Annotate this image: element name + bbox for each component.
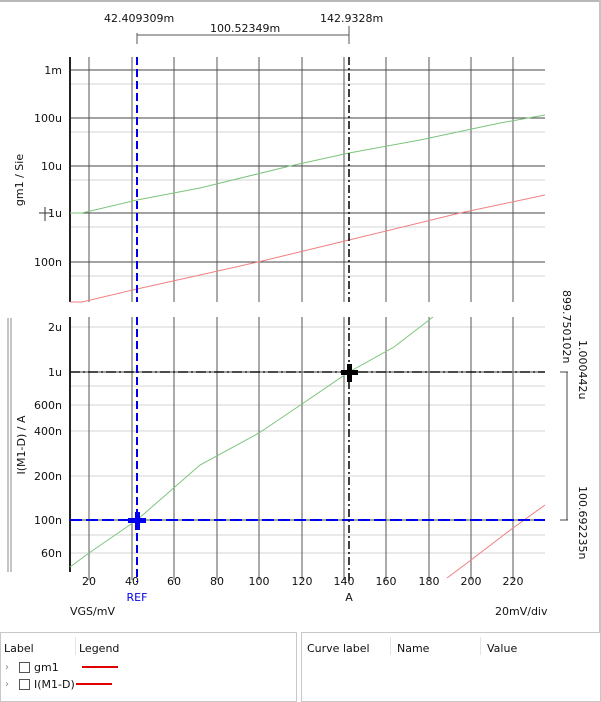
- value-column-header[interactable]: Value: [487, 642, 518, 655]
- bottom-plot-area[interactable]: 1.000442u 100.692235n 899.750102n 2u 1u …: [7, 290, 589, 582]
- ref-y-value: 100.692235n: [576, 486, 589, 559]
- curve-label-column-header[interactable]: Curve label: [307, 642, 370, 655]
- x-tick: 80: [210, 575, 224, 588]
- x-axis-label: VGS/mV: [70, 605, 115, 618]
- x-tick: 200: [461, 575, 482, 588]
- id-green-trace[interactable]: [69, 316, 434, 568]
- crosshair-icon: [39, 207, 51, 221]
- x-tick: 100: [249, 575, 270, 588]
- y-cursor-measurement: 1.000442u 100.692235n 899.750102n: [560, 290, 589, 559]
- waveform-plot[interactable]: 42.409309m 100.52349m 142.9328m: [0, 0, 601, 632]
- legend-item-gm1[interactable]: › gm1: [5, 659, 118, 675]
- x-cursor-measurement: 42.409309m 100.52349m 142.9328m: [104, 12, 383, 44]
- top-y-tick: 1u: [48, 207, 62, 220]
- name-column-header[interactable]: Name: [397, 642, 430, 655]
- id-red-trace[interactable]: [446, 504, 546, 579]
- label-column-header[interactable]: Label: [4, 642, 34, 655]
- bottom-y-tick: 2u: [48, 321, 62, 334]
- legend-swatch-red: [82, 666, 118, 668]
- bottom-y-tick: 200n: [34, 470, 62, 483]
- legend-column-header[interactable]: Legend: [79, 642, 120, 655]
- bottom-y-tick: 600n: [34, 399, 62, 412]
- x-tick: 160: [376, 575, 397, 588]
- chevron-right-icon[interactable]: ›: [5, 678, 9, 690]
- ref-cursor-label[interactable]: REF: [127, 591, 148, 604]
- top-y-tick: 100n: [34, 256, 62, 269]
- x-tick: 220: [503, 575, 524, 588]
- x-axis: 20 40 60 80 100 120 140 160 180 200 220 …: [70, 575, 548, 618]
- delta-y-value: 899.750102n: [560, 290, 573, 363]
- top-y-axis-label: gm1 / Sie: [13, 154, 26, 206]
- visibility-checkbox[interactable]: [19, 661, 30, 673]
- ref-x-value: 42.409309m: [104, 12, 174, 25]
- bottom-y-axis-label: I(M1-D) / A: [15, 415, 28, 474]
- gm1-red-trace[interactable]: [70, 194, 546, 303]
- legend-item-id[interactable]: › I(M1-D): [5, 676, 112, 692]
- legend-swatch-red: [75, 683, 112, 685]
- x-tick: 120: [292, 575, 313, 588]
- a-cursor-label[interactable]: A: [345, 591, 353, 604]
- bottom-y-tick: 1u: [48, 366, 62, 379]
- x-tick: 180: [419, 575, 440, 588]
- x-tick: 60: [167, 575, 181, 588]
- window-top-border: [0, 0, 601, 2]
- legend-item-label: gm1: [34, 660, 59, 674]
- visibility-checkbox[interactable]: [19, 678, 30, 690]
- ref-cursor-marker[interactable]: [128, 512, 146, 530]
- top-plot-area[interactable]: 1m 100u 10u 1u 100n gm1 / Sie: [13, 57, 546, 303]
- x-tick: 20: [82, 575, 96, 588]
- top-y-tick: 100u: [34, 112, 62, 125]
- delta-x-value: 100.52349m: [210, 22, 280, 35]
- gm1-green-trace[interactable]: [70, 114, 546, 214]
- bottom-y-tick: 400n: [34, 425, 62, 438]
- legend-panel: Label Legend › gm1 › I(M1-D): [0, 632, 297, 702]
- chevron-right-icon[interactable]: ›: [5, 661, 9, 673]
- legend-item-label: I(M1-D): [34, 677, 75, 691]
- window-right-border: [599, 0, 601, 632]
- a-x-value: 142.9328m: [320, 12, 383, 25]
- column-separator: [390, 637, 391, 655]
- x-tick: 40: [125, 575, 139, 588]
- a-cursor-marker[interactable]: [341, 364, 358, 382]
- bottom-y-tick: 60n: [41, 547, 62, 560]
- top-y-tick: 1m: [44, 64, 62, 77]
- cursor-values-panel: Curve label Name Value: [301, 632, 601, 702]
- x-scale-label: 20mV/div: [495, 605, 548, 618]
- a-y-value: 1.000442u: [576, 340, 589, 399]
- top-y-tick: 10u: [41, 160, 62, 173]
- bottom-y-tick: 100n: [34, 514, 62, 527]
- column-separator: [480, 637, 481, 655]
- column-separator: [75, 637, 76, 655]
- x-tick: 140: [334, 575, 355, 588]
